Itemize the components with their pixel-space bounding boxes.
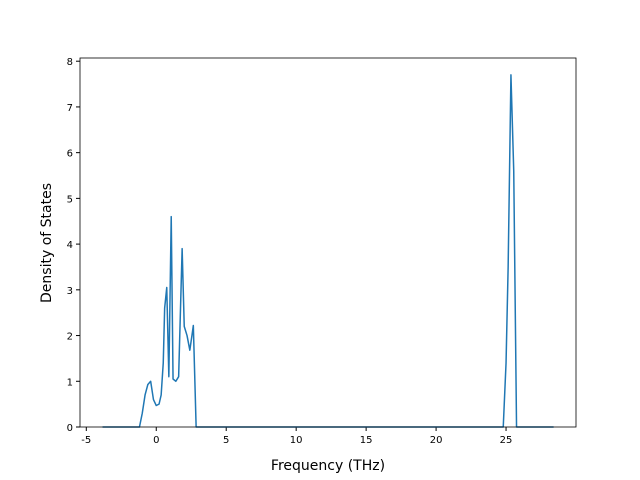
x-tick-label: 20 — [430, 435, 443, 446]
plot-frame — [79, 57, 577, 428]
y-axis-label: Density of States — [39, 183, 55, 303]
x-tick-label: 0 — [153, 435, 159, 446]
y-tick-label: 0 — [67, 423, 73, 434]
y-tick-label: 2 — [67, 332, 73, 343]
x-tick-label: 15 — [360, 435, 373, 446]
y-tick-label: 4 — [67, 240, 73, 251]
x-tick-label: -5 — [81, 435, 91, 446]
y-tick-label: 1 — [67, 377, 73, 388]
y-tick-label: 3 — [67, 286, 73, 297]
y-tick-label: 7 — [67, 103, 73, 114]
x-tick-label: 25 — [500, 435, 513, 446]
line — [102, 74, 554, 428]
x-tick-label: 10 — [290, 435, 303, 446]
y-tick-label: 5 — [67, 194, 73, 205]
x-tick-label: 5 — [223, 435, 229, 446]
y-tick-label: 8 — [67, 57, 73, 68]
y-tick-label: 6 — [67, 149, 73, 160]
x-axis-label: Frequency (THz) — [271, 458, 385, 474]
